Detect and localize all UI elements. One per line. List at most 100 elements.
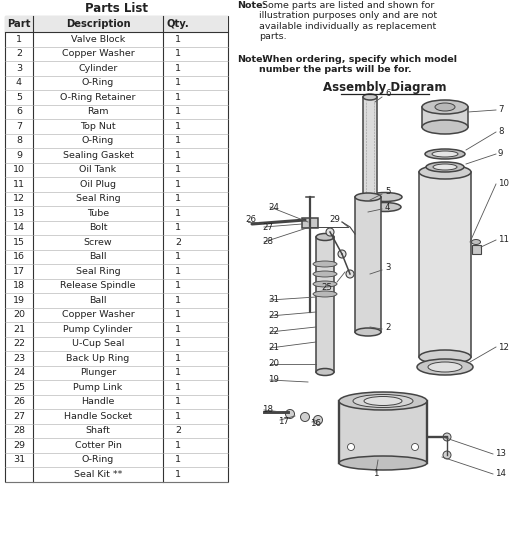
Bar [472,245,481,254]
Text: Note:: Note: [237,55,266,64]
Text: Pump Link: Pump Link [73,383,123,392]
Text: 26: 26 [245,216,256,224]
Text: Valve Block: Valve Block [71,35,125,44]
Text: 29: 29 [329,216,340,224]
Text: 10: 10 [13,165,25,174]
Text: 27: 27 [262,223,273,231]
Text: 1: 1 [175,122,181,131]
Text: 1: 1 [175,267,181,276]
Text: 3: 3 [16,64,22,73]
Text: 12: 12 [13,194,25,203]
Ellipse shape [313,271,337,277]
Text: 11: 11 [498,236,509,244]
Text: When ordering, specify which model
number the parts will be for.: When ordering, specify which model numbe… [259,55,457,74]
Text: 1: 1 [175,136,181,145]
Text: 1: 1 [175,252,181,261]
Ellipse shape [368,192,402,202]
Text: 19: 19 [13,296,25,305]
Text: Handle Socket: Handle Socket [64,412,132,421]
Ellipse shape [355,328,381,336]
Text: Pump Cylinder: Pump Cylinder [64,325,133,334]
Ellipse shape [369,203,401,211]
Bar [419,172,471,357]
Ellipse shape [339,392,427,410]
Text: Copper Washer: Copper Washer [62,49,134,58]
Text: Note:: Note: [237,1,266,10]
Text: Sealing Gasket: Sealing Gasket [63,151,133,160]
Text: 11: 11 [13,180,25,189]
Text: 2: 2 [385,322,390,332]
Text: 31: 31 [268,295,279,305]
Text: 14: 14 [13,223,25,233]
Text: 9: 9 [498,150,503,158]
Text: 6: 6 [16,107,22,116]
Circle shape [411,443,418,450]
Text: 1: 1 [175,383,181,392]
Text: U-Cup Seal: U-Cup Seal [72,339,124,349]
Text: 22: 22 [13,339,25,349]
Text: 1: 1 [175,296,181,305]
Text: O-Ring: O-Ring [82,455,114,464]
Text: 1: 1 [175,209,181,218]
Text: O-Ring: O-Ring [82,136,114,145]
Text: 1: 1 [175,455,181,464]
Text: 1: 1 [175,93,181,102]
Text: Screw: Screw [83,238,112,247]
Text: Shaft: Shaft [86,426,110,435]
Ellipse shape [428,362,462,372]
Text: 23: 23 [268,312,279,320]
Text: Handle: Handle [81,397,115,406]
Text: 20: 20 [268,359,279,369]
Text: 8: 8 [16,136,22,145]
Text: Top Nut: Top Nut [80,122,116,131]
Ellipse shape [316,234,334,241]
Text: 1: 1 [175,223,181,233]
Text: Cylinder: Cylinder [78,64,118,73]
Text: O-Ring Retainer: O-Ring Retainer [60,93,136,102]
Text: 31: 31 [13,455,25,464]
Text: 5: 5 [16,93,22,102]
Text: 25: 25 [13,383,25,392]
Text: 13: 13 [495,449,506,459]
Ellipse shape [426,162,464,172]
Text: Plunger: Plunger [80,368,116,377]
Text: Oil Tank: Oil Tank [79,165,117,174]
Text: 7: 7 [498,106,503,114]
Text: 1: 1 [175,441,181,450]
Text: 17: 17 [13,267,25,276]
Text: 29: 29 [13,441,25,450]
Text: Back Up Ring: Back Up Ring [66,354,130,363]
Text: 14: 14 [495,469,506,479]
Text: Oil Plug: Oil Plug [80,180,116,189]
Circle shape [443,433,451,441]
Text: 17: 17 [278,417,289,427]
Text: Bolt: Bolt [89,223,107,233]
Text: 4: 4 [16,78,22,87]
Ellipse shape [435,103,455,111]
Circle shape [346,270,354,278]
Text: 21: 21 [13,325,25,334]
Text: 16: 16 [13,252,25,261]
Text: 10: 10 [498,179,509,189]
Text: 1: 1 [175,325,181,334]
Ellipse shape [339,456,427,470]
Text: 1: 1 [175,339,181,349]
Text: 2: 2 [175,426,181,435]
Text: 1: 1 [175,194,181,203]
Ellipse shape [432,151,458,157]
Ellipse shape [363,329,377,335]
Ellipse shape [422,100,468,114]
Text: 18: 18 [13,281,25,291]
Circle shape [338,250,346,258]
Text: 1: 1 [175,281,181,291]
Text: 1: 1 [16,35,22,44]
Text: Assembly Diagram: Assembly Diagram [323,81,447,94]
Circle shape [286,410,295,418]
Ellipse shape [363,94,377,100]
Text: Ball: Ball [89,296,107,305]
Text: 3: 3 [385,262,390,272]
Bar [5,16,228,481]
Text: 1: 1 [175,64,181,73]
Bar [302,218,318,228]
Ellipse shape [425,149,465,159]
